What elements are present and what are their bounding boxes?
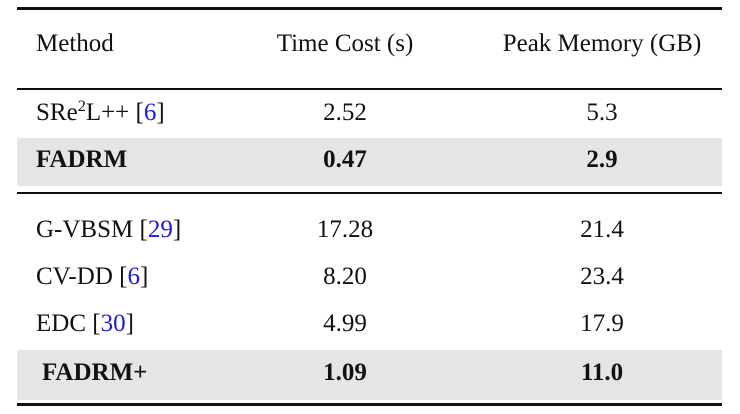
header-time-cost: Time Cost (s)	[276, 30, 414, 57]
highlight-row-fadrm	[17, 138, 722, 186]
time-cell: 4.99	[323, 310, 367, 337]
citation-link[interactable]: 6	[143, 99, 157, 126]
header-rule	[17, 88, 722, 90]
memory-cell: 2.9	[586, 146, 618, 173]
memory-cell: 11.0	[580, 359, 624, 386]
group-separator-rule	[17, 192, 722, 194]
time-cell: 1.09	[323, 359, 367, 386]
time-cell: 2.52	[323, 99, 367, 126]
bottom-rule	[17, 403, 722, 406]
method-cell: G-VBSM [29]	[36, 216, 182, 243]
citation-link[interactable]: 6	[127, 263, 140, 290]
time-cell: 0.47	[323, 146, 367, 173]
memory-cell: 17.9	[580, 310, 624, 337]
header-method: Method	[36, 30, 114, 57]
method-cell: FADRM	[36, 146, 128, 173]
method-cell: SRe2L++ [6]	[36, 97, 165, 126]
time-cell: 8.20	[323, 263, 367, 290]
method-cell: FADRM+	[42, 359, 148, 386]
citation-link[interactable]: 29	[147, 216, 173, 243]
memory-cell: 5.3	[586, 99, 618, 126]
top-rule	[17, 7, 722, 10]
memory-cell: 23.4	[580, 263, 624, 290]
time-cell: 17.28	[316, 216, 374, 243]
highlight-row-fadrm-plus	[17, 350, 722, 400]
header-peak-memory: Peak Memory (GB)	[502, 30, 702, 57]
citation-link[interactable]: 30	[100, 310, 126, 337]
method-cell: EDC [30]	[36, 310, 134, 337]
method-cell: CV-DD [6]	[36, 263, 149, 290]
memory-cell: 21.4	[580, 216, 624, 243]
